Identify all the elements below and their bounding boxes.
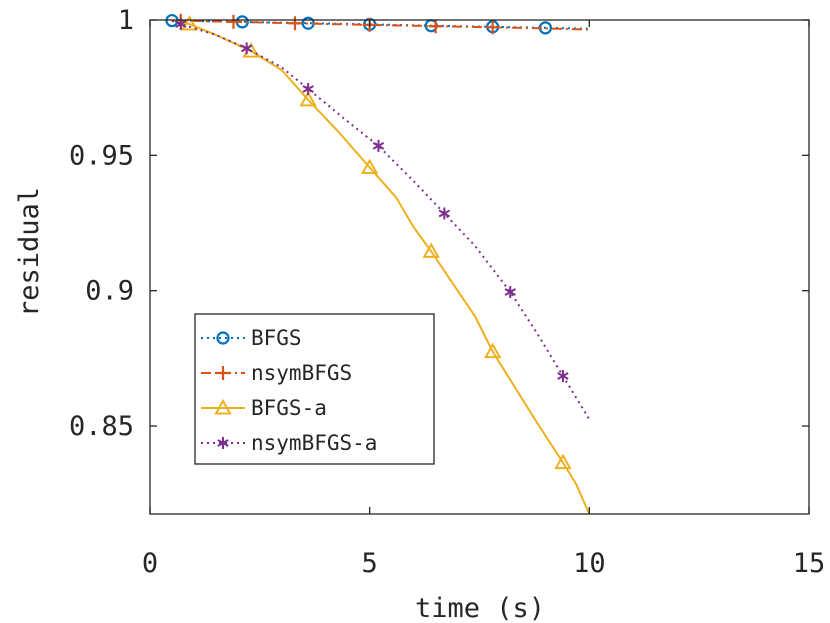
- y-tick-label: 0.95: [69, 140, 134, 171]
- data-point: [299, 90, 317, 107]
- data-point: [438, 207, 451, 220]
- legend-label: BFGS: [251, 326, 302, 350]
- legend-item-bfgs: BFGS: [201, 326, 302, 350]
- x-tick-label: 5: [362, 548, 378, 579]
- legend-marker: [216, 366, 230, 380]
- legend-item-bfgs-a: BFGS-a: [201, 396, 327, 420]
- data-point: [422, 242, 440, 258]
- legend-label: BFGS-a: [251, 396, 327, 420]
- y-tick-label: 0.85: [69, 411, 134, 442]
- data-point: [428, 19, 443, 34]
- axes-box: [149, 19, 810, 515]
- x-tick-label: 0: [142, 548, 158, 579]
- data-point: [372, 139, 385, 152]
- data-point: [240, 42, 253, 55]
- data-point: [180, 15, 199, 31]
- data-point: [557, 369, 569, 382]
- legend-item-nsymbfgs-a: nsymBFGS-a: [201, 431, 377, 455]
- legend-label: nsymBFGS-a: [251, 431, 377, 455]
- series-layer: [165, 13, 591, 515]
- legend-marker: [217, 437, 229, 449]
- data-point: [287, 16, 302, 31]
- legend: BFGS nsymBFGS BFGS-a nsymBFGS-a: [194, 313, 435, 465]
- x-axis-title: time (s): [415, 593, 545, 623]
- series-nsymbfgs-a: [171, 18, 591, 420]
- data-point: [226, 14, 241, 29]
- legend-marker: [214, 398, 232, 415]
- y-axis-title: residual: [14, 187, 45, 317]
- data-point: [302, 83, 314, 96]
- data-point: [504, 286, 516, 299]
- data-point: [360, 158, 379, 175]
- legend-box: [194, 313, 435, 465]
- x-tick-label: 15: [793, 548, 826, 579]
- y-tick-label: 1: [118, 5, 134, 36]
- data-point: [485, 20, 500, 35]
- data-point: [554, 453, 572, 470]
- legend-item-nsymbfgs: nsymBFGS: [201, 361, 352, 385]
- data-point: [483, 342, 502, 359]
- x-tick-label: 10: [573, 548, 606, 579]
- legend-marker: [216, 331, 230, 345]
- y-tick-label: 0.9: [85, 276, 134, 307]
- series-line: [171, 19, 590, 31]
- legend-label: nsymBFGS: [251, 361, 352, 385]
- axes-layer: 0 5 10 15 0.85 0.9 0.95 1: [69, 5, 825, 579]
